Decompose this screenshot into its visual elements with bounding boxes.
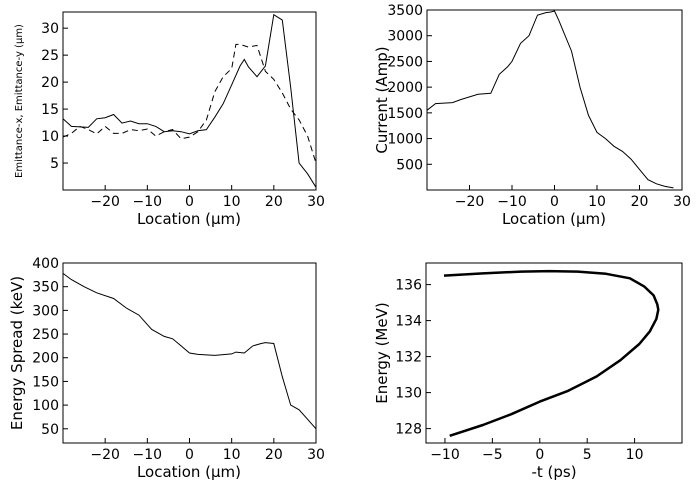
emittance-ytick-label: 10 bbox=[41, 129, 59, 145]
current-xtick-label: 20 bbox=[631, 194, 649, 210]
emittance-xtick-label: 10 bbox=[223, 194, 241, 210]
energy-spread-xlabel: Location (μm) bbox=[137, 463, 241, 481]
emittance-xtick-label: 30 bbox=[307, 194, 325, 210]
emittance-ytick-label: 30 bbox=[41, 21, 59, 37]
current-ytick-label: 2500 bbox=[387, 54, 423, 70]
energy-spread-xtick-label: −20 bbox=[90, 447, 120, 463]
energy-spread-ytick-label: 300 bbox=[32, 303, 59, 319]
energy-spread-ytick-label: 200 bbox=[32, 351, 59, 367]
phase-space-xtick-label: 0 bbox=[535, 447, 544, 463]
current-xlabel: Location (μm) bbox=[502, 210, 606, 228]
phase-space-chart-frame bbox=[425, 262, 683, 444]
phase-space-xlabel: -t (ps) bbox=[531, 463, 576, 481]
emittance-xtick-label: 20 bbox=[265, 194, 283, 210]
emittance-ytick-label: 20 bbox=[41, 75, 59, 91]
emittance-chart-frame bbox=[62, 11, 317, 191]
energy-spread-ytick-label: 50 bbox=[41, 422, 59, 438]
emittance-ylabel: Emittance-x, Emittance-y (μm) bbox=[14, 24, 25, 178]
phase-space-ytick-label: 136 bbox=[395, 278, 422, 294]
energy-spread-xtick-label: 20 bbox=[265, 447, 283, 463]
current-xtick-label: 30 bbox=[673, 194, 691, 210]
emittance-ytick-label: 15 bbox=[41, 102, 59, 118]
energy-spread-chart: Location (μm) Energy Spread (keV) −20 −10… bbox=[8, 256, 325, 481]
emittance-series-2-line bbox=[62, 43, 317, 164]
phase-space-ytick-label: 134 bbox=[395, 314, 422, 330]
current-ylabel: Current (Amp) bbox=[373, 46, 391, 153]
emittance-xtick-label: −10 bbox=[133, 194, 163, 210]
current-xtick-label: 0 bbox=[550, 194, 559, 210]
phase-space-series-1-line bbox=[443, 269, 660, 437]
energy-spread-ytick-label: 150 bbox=[32, 374, 59, 390]
phase-space-ytick-label: 132 bbox=[395, 350, 422, 366]
current-chart-frame bbox=[426, 9, 683, 191]
current-ytick-label: 3000 bbox=[387, 29, 423, 45]
current-ytick-label: 500 bbox=[396, 157, 423, 173]
phase-space-ytick-label: 128 bbox=[395, 422, 422, 438]
phase-space-ylabel: Energy (MeV) bbox=[373, 302, 391, 403]
phase-space-chart: -t (ps) Energy (MeV) −10 −5 0 5 10 128 130 132 1… bbox=[373, 262, 683, 481]
phase-space-xtick-label: 10 bbox=[626, 447, 644, 463]
energy-spread-ytick-label: 400 bbox=[32, 256, 59, 272]
current-xtick-label: −10 bbox=[497, 194, 527, 210]
phase-space-xtick-label: −10 bbox=[430, 447, 460, 463]
energy-spread-series-1-line bbox=[62, 272, 317, 430]
current-chart: Location (μm) Current (Amp) −20 −10 0 10 20 3… bbox=[373, 3, 691, 228]
emittance-series-1-line bbox=[62, 13, 317, 188]
emittance-chart: Location (μm) Emittance-x, Emittance-y (… bbox=[14, 11, 325, 228]
phase-space-xtick-label: −5 bbox=[482, 447, 503, 463]
energy-spread-ylabel: Energy Spread (keV) bbox=[8, 276, 26, 430]
current-ytick-label: 1000 bbox=[387, 132, 423, 148]
emittance-xlabel: Location (μm) bbox=[137, 210, 241, 228]
energy-spread-ytick-label: 350 bbox=[32, 280, 59, 296]
current-ytick-label: 1500 bbox=[387, 106, 423, 122]
energy-spread-xtick-label: 30 bbox=[307, 447, 325, 463]
phase-space-ytick-label: 130 bbox=[395, 386, 422, 402]
current-series-1-line bbox=[426, 10, 674, 189]
energy-spread-ytick-label: 250 bbox=[32, 327, 59, 343]
current-ytick-label: 2000 bbox=[387, 80, 423, 96]
current-ytick-label: 3500 bbox=[387, 3, 423, 19]
current-xtick-label: 10 bbox=[588, 194, 606, 210]
current-xtick-label: −20 bbox=[455, 194, 485, 210]
energy-spread-xtick-label: 10 bbox=[223, 447, 241, 463]
energy-spread-xtick-label: −10 bbox=[133, 447, 163, 463]
phase-space-xtick-label: 5 bbox=[583, 447, 592, 463]
emittance-ytick-label: 25 bbox=[41, 48, 59, 64]
energy-spread-xtick-label: 0 bbox=[185, 447, 194, 463]
emittance-xtick-label: 0 bbox=[185, 194, 194, 210]
energy-spread-ytick-label: 100 bbox=[32, 398, 59, 414]
emittance-xtick-label: −20 bbox=[90, 194, 120, 210]
emittance-ytick-label: 5 bbox=[50, 156, 59, 172]
